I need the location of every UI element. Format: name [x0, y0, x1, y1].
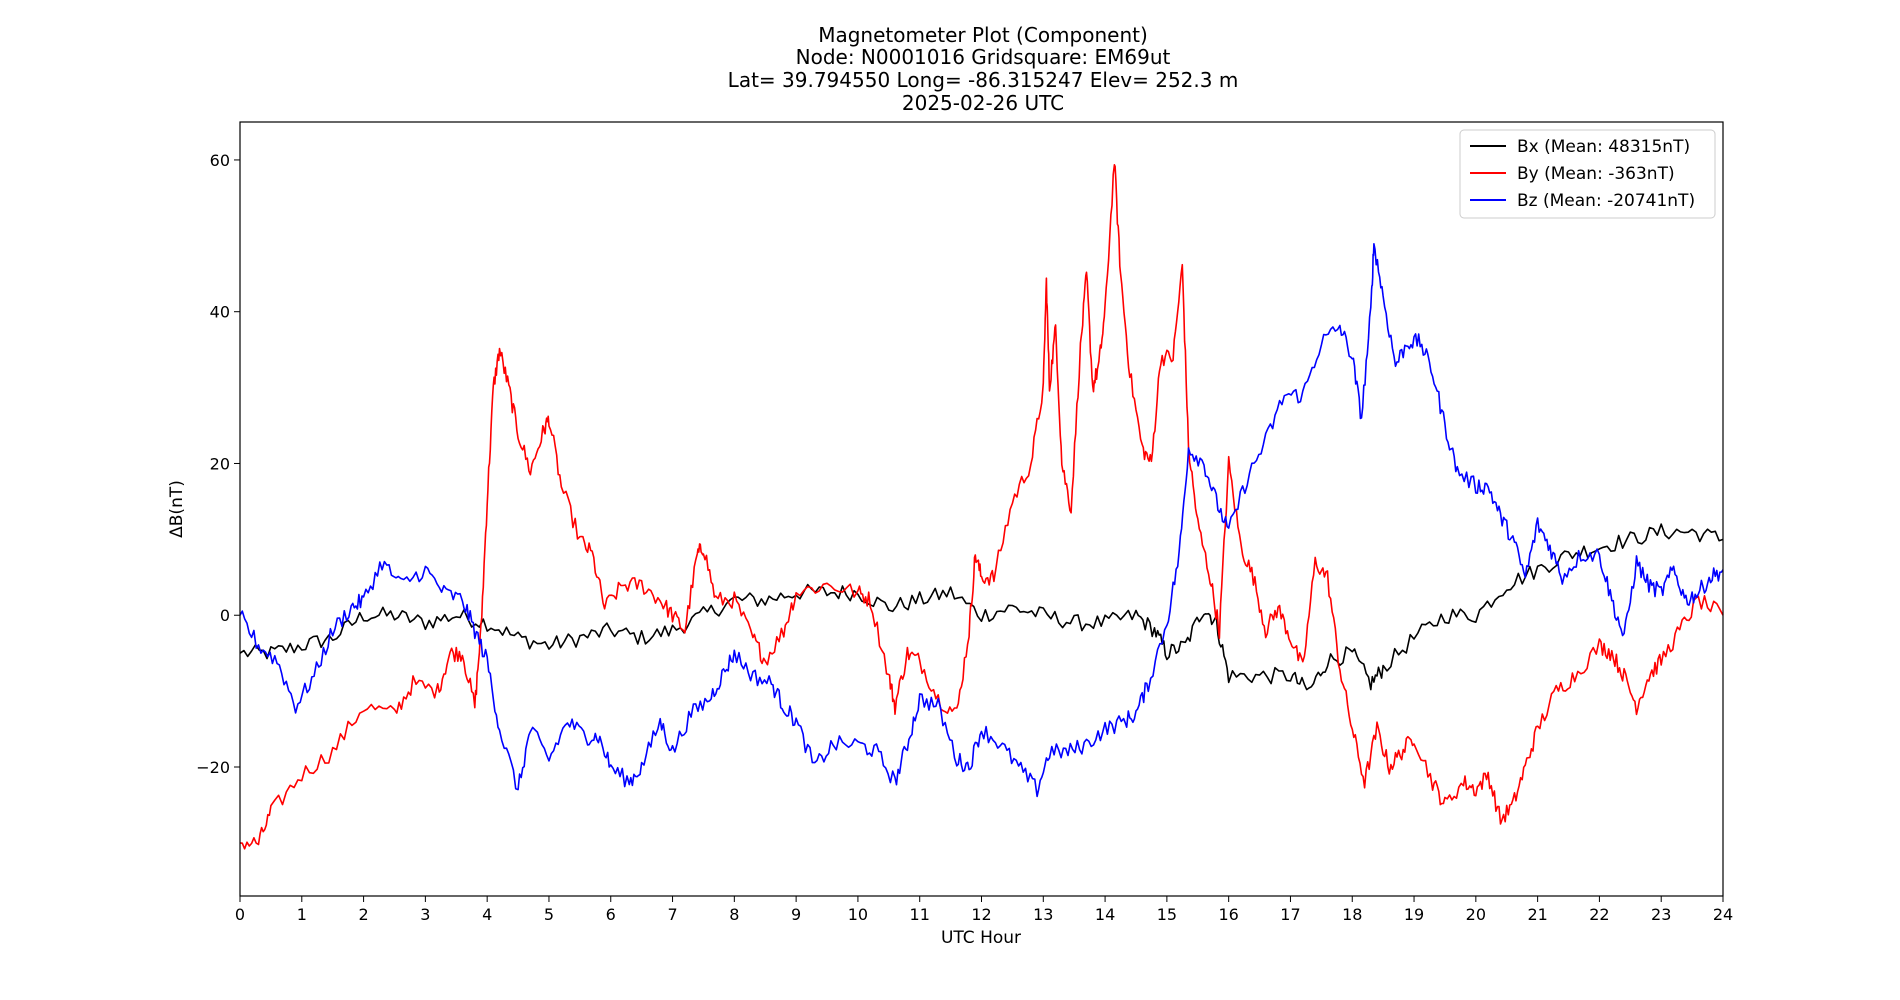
- legend-box: [1459, 129, 1716, 219]
- x-tick-label: 3: [420, 905, 430, 924]
- x-tick-label: 11: [910, 905, 930, 924]
- x-tick-label: 24: [1713, 905, 1733, 924]
- series-lines: [239, 164, 1724, 850]
- plot-area-frame: [239, 121, 1724, 897]
- legend: Bx (Mean: 48315nT) By (Mean: -363nT) Bz (M…: [1459, 129, 1716, 219]
- x-tick-label: 21: [1527, 905, 1547, 924]
- x-tick-label: 23: [1651, 905, 1671, 924]
- y-tick-label: 60: [210, 151, 230, 170]
- x-tick-label: 14: [1095, 905, 1115, 924]
- y-tick-label: 40: [210, 303, 230, 322]
- x-tick-label: 5: [544, 905, 554, 924]
- x-tick-label: 13: [1033, 905, 1053, 924]
- x-tick-label: 22: [1589, 905, 1609, 924]
- series-line-1: [239, 164, 1724, 850]
- y-tick-label: 0: [220, 606, 230, 625]
- series-line-2: [239, 243, 1724, 798]
- x-tick-label: 9: [791, 905, 801, 924]
- x-tick-label: 16: [1218, 905, 1238, 924]
- x-tick-label: 19: [1404, 905, 1424, 924]
- y-axis-label: ΔB(nT): [167, 480, 187, 538]
- x-tick-label: 20: [1466, 905, 1486, 924]
- x-tick-label: 12: [971, 905, 991, 924]
- y-axis-ticks: −20 0 20 40 60: [196, 151, 240, 777]
- x-tick-label: 0: [235, 905, 245, 924]
- x-axis-label: UTC Hour: [941, 928, 1021, 948]
- chart-title-line-2: Node: N0001016 Gridsquare: EM69ut: [796, 45, 1171, 69]
- x-tick-label: 6: [606, 905, 616, 924]
- y-tick-label: 20: [210, 454, 230, 473]
- x-tick-label: 17: [1280, 905, 1300, 924]
- legend-entry: Bx (Mean: 48315nT): [1517, 137, 1690, 157]
- x-tick-label: 1: [297, 905, 307, 924]
- chart-title-line-3: Lat= 39.794550 Long= -86.315247 Elev= 25…: [728, 68, 1239, 92]
- x-tick-label: 10: [848, 905, 868, 924]
- series-line-0: [239, 523, 1724, 691]
- x-axis-ticks: 0 1 2 3 4 5 6 7 8 9 10 11 12 13 14 15 16 17 18 19 20 21 22 23 24: [235, 896, 1733, 924]
- legend-entry: By (Mean: -363nT): [1517, 164, 1675, 184]
- x-tick-label: 7: [667, 905, 677, 924]
- y-tick-label: −20: [196, 758, 230, 777]
- chart-title-line-4: 2025-02-26 UTC: [902, 91, 1064, 115]
- x-tick-label: 4: [482, 905, 492, 924]
- x-tick-label: 2: [358, 905, 368, 924]
- chart-title: Magnetometer Plot (Component) Node: N000…: [728, 23, 1239, 115]
- chart-title-line-1: Magnetometer Plot (Component): [818, 23, 1148, 47]
- x-tick-label: 8: [729, 905, 739, 924]
- x-tick-label: 18: [1342, 905, 1362, 924]
- legend-entry: Bz (Mean: -20741nT): [1517, 191, 1695, 211]
- x-tick-label: 15: [1157, 905, 1177, 924]
